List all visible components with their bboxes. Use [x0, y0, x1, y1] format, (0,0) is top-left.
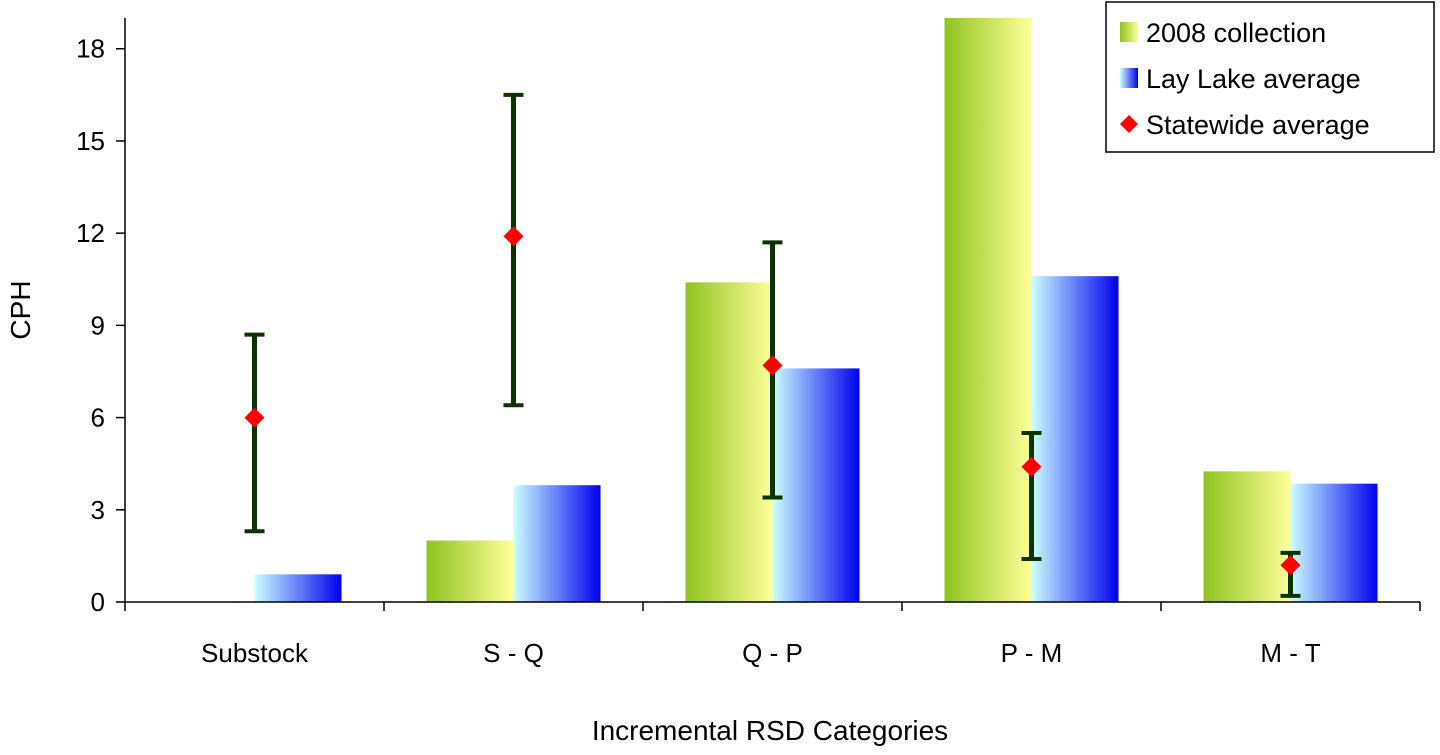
bar-lay-lake-average-4 — [1290, 483, 1378, 602]
bar-lay-lake-average-0 — [254, 574, 342, 602]
y-tick-label-9: 9 — [91, 310, 105, 340]
legend-label-lay-lake-average: Lay Lake average — [1146, 64, 1361, 94]
statewide-marker-2 — [762, 355, 783, 376]
y-tick-label-12: 12 — [76, 218, 105, 248]
x-tick-label-4: M - T — [1260, 638, 1320, 668]
legend-swatch-lay-lake-average — [1120, 68, 1138, 88]
statewide-marker-0 — [244, 407, 265, 428]
x-axis-title: Incremental RSD Categories — [592, 715, 948, 746]
y-tick-label-15: 15 — [76, 126, 105, 156]
y-tick-label-18: 18 — [76, 34, 105, 64]
legend-swatch-statewide-average — [1120, 115, 1138, 133]
legend: 2008 collection Lay Lake average Statewide… — [1105, 1, 1435, 153]
y-tick-label-3: 3 — [91, 495, 105, 525]
x-tick-label-3: P - M — [1001, 638, 1063, 668]
bar-2008-collection-3 — [944, 18, 1032, 602]
bar-lay-lake-average-3 — [1031, 276, 1119, 602]
legend-swatch-2008-collection — [1120, 22, 1138, 42]
markers-layer — [244, 226, 1301, 576]
axes-layer: 0 3 6 9 12 15 18 Substock S - Q Q - P P - M M - T — [76, 18, 1421, 668]
bar-2008-collection-1 — [426, 540, 514, 602]
y-tick-label-0: 0 — [91, 587, 105, 617]
legend-box — [1105, 1, 1435, 153]
y-tick-label-6: 6 — [91, 403, 105, 433]
legend-label-2008-collection: 2008 collection — [1146, 18, 1326, 48]
bars-layer — [254, 18, 1378, 602]
y-axis-title: CPH — [5, 280, 36, 339]
bar-2008-collection-4 — [1203, 471, 1291, 602]
bar-lay-lake-average-1 — [513, 485, 601, 602]
bar-lay-lake-average-2 — [772, 368, 860, 602]
x-tick-label-0: Substock — [201, 638, 309, 668]
statewide-marker-4 — [1280, 555, 1301, 576]
statewide-marker-3 — [1021, 456, 1042, 477]
x-tick-label-1: S - Q — [483, 638, 544, 668]
bar-2008-collection-2 — [685, 282, 773, 602]
statewide-marker-1 — [503, 226, 524, 247]
x-tick-label-2: Q - P — [742, 638, 803, 668]
legend-label-statewide-average: Statewide average — [1146, 110, 1370, 140]
